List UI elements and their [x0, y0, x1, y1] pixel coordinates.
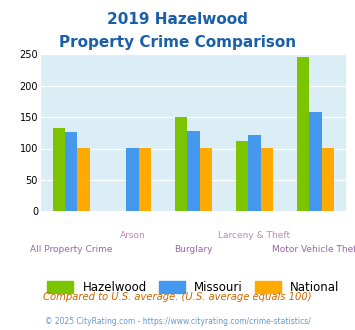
Bar — [200, 148, 212, 211]
Bar — [175, 117, 187, 211]
Text: Arson: Arson — [120, 231, 145, 240]
Text: Motor Vehicle Theft: Motor Vehicle Theft — [272, 245, 355, 253]
Bar — [138, 148, 151, 211]
Legend: Hazelwood, Missouri, National: Hazelwood, Missouri, National — [43, 277, 344, 299]
Text: Larceny & Theft: Larceny & Theft — [218, 231, 291, 240]
Bar — [65, 132, 77, 211]
Text: Compared to U.S. average. (U.S. average equals 100): Compared to U.S. average. (U.S. average … — [43, 292, 312, 302]
Bar — [310, 112, 322, 211]
Bar — [53, 128, 65, 211]
Text: 2019 Hazelwood: 2019 Hazelwood — [107, 12, 248, 26]
Text: All Property Crime: All Property Crime — [30, 245, 113, 253]
Bar — [248, 135, 261, 211]
Text: © 2025 CityRating.com - https://www.cityrating.com/crime-statistics/: © 2025 CityRating.com - https://www.city… — [45, 317, 310, 326]
Bar — [261, 148, 273, 211]
Bar — [126, 148, 138, 211]
Bar — [187, 131, 200, 211]
Text: Property Crime Comparison: Property Crime Comparison — [59, 35, 296, 50]
Bar — [297, 57, 310, 211]
Bar — [77, 148, 90, 211]
Bar — [236, 141, 248, 211]
Bar — [322, 148, 334, 211]
Text: Burglary: Burglary — [174, 245, 213, 253]
